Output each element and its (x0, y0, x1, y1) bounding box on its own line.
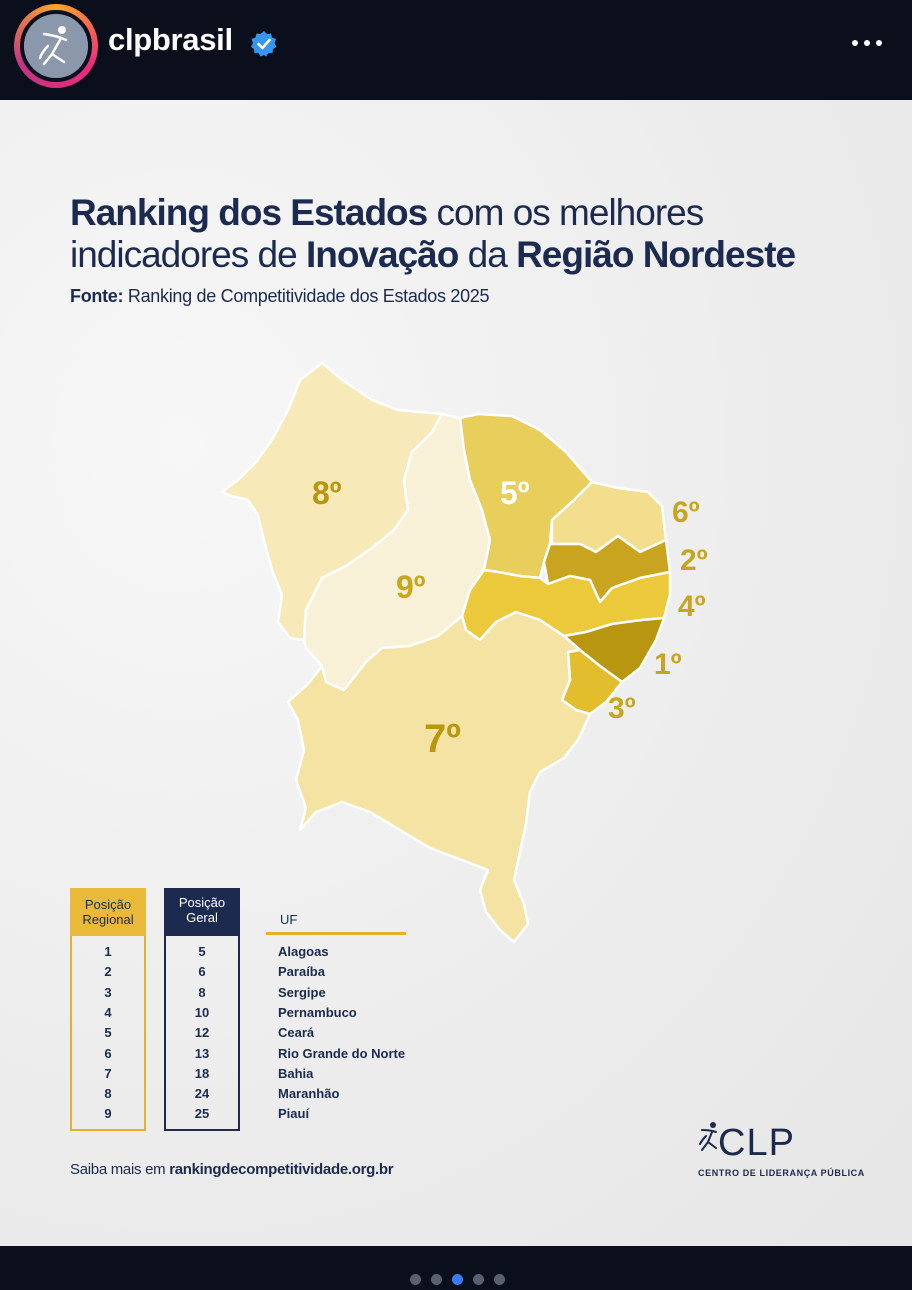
table-cell-geral: 12 (194, 1025, 210, 1041)
title-part: Região Nordeste (516, 234, 796, 275)
map-label-bahia: 7º (424, 717, 461, 761)
table-cell-uf: Pernambuco (278, 1004, 357, 1020)
post-header: clpbrasil (0, 0, 912, 100)
map-label-alagoas: 1º (654, 648, 682, 681)
map-label-ceara: 5º (500, 475, 530, 511)
page-title: Ranking dos Estados com os melhores indi… (70, 192, 870, 276)
footer-link-line: Saiba mais em rankingdecompetitividade.o… (70, 1161, 394, 1178)
source-text: Ranking de Competitividade dos Estados 2… (123, 286, 490, 306)
table-cell-regional: 1 (104, 944, 112, 959)
table-header-regional: Posição Regional (70, 888, 146, 936)
uf-header-underline (266, 932, 406, 935)
table-row: 9 25 Piauí (0, 1106, 912, 1126)
table-cell-uf: Sergipe (278, 984, 326, 1000)
table-cell-geral: 5 (198, 944, 206, 959)
verified-badge-icon (251, 31, 277, 57)
table-cell-regional: 7 (104, 1065, 112, 1081)
username[interactable]: clpbrasil (108, 22, 233, 57)
carousel-bar (0, 1246, 912, 1285)
source-line: Fonte: Ranking de Competitividade dos Es… (70, 286, 490, 307)
map-label-maranhao: 8º (312, 475, 342, 511)
clp-logo-text: CLP (718, 1122, 795, 1164)
footer-url[interactable]: rankingdecompetitividade.org.br (169, 1161, 394, 1178)
table-cell-uf: Ceará (278, 1025, 315, 1041)
table-row: 8 24 Maranhão (0, 1086, 912, 1106)
more-options-icon[interactable] (852, 30, 888, 54)
carousel-indicator (410, 1272, 515, 1290)
table-cell-uf: Bahia (278, 1065, 314, 1081)
clp-logo-icon (699, 1122, 717, 1151)
table-cell-regional: 2 (104, 964, 112, 980)
table-cell-uf: Rio Grande do Norte (278, 1045, 406, 1061)
table-cell-regional: 9 (104, 1106, 112, 1122)
table-header-geral: Posição Geral (164, 888, 240, 936)
footer-prefix: Saiba mais em (70, 1161, 170, 1178)
table-row: 7 18 Bahia (0, 1066, 912, 1086)
source-label: Fonte: (70, 286, 124, 306)
clp-logo-subtitle: CENTRO DE LIDERANÇA PÚBLICA (698, 1168, 865, 1178)
table-cell-geral: 18 (194, 1065, 210, 1081)
table-cell-uf: Maranhão (278, 1086, 340, 1102)
table-cell-geral: 24 (194, 1086, 210, 1102)
table-cell-geral: 8 (198, 984, 206, 1000)
clp-runner-logo-icon (24, 14, 88, 78)
table-row: 1 5 Alagoas (0, 944, 912, 964)
avatar[interactable] (20, 10, 92, 82)
map-label-paraiba: 2º (680, 544, 708, 577)
table-cell-regional: 8 (104, 1086, 112, 1102)
post-image: Ranking dos Estados com os melhores indi… (0, 100, 912, 1246)
table-cell-uf: Piauí (278, 1106, 310, 1122)
table-cell-geral: 6 (198, 964, 206, 980)
table-row: 4 10 Pernambuco (0, 1005, 912, 1025)
title-part: da (458, 234, 517, 275)
table-row: 6 13 Rio Grande do Norte (0, 1046, 912, 1066)
table-cell-geral: 25 (194, 1106, 210, 1122)
table-cell-uf: Alagoas (278, 944, 329, 959)
table-cell-geral: 13 (194, 1045, 210, 1061)
map-label-sergipe: 3º (608, 692, 636, 725)
map-label-pernambuco: 4º (678, 590, 706, 623)
table-cell-regional: 5 (104, 1025, 112, 1041)
table-cell-regional: 6 (104, 1045, 112, 1061)
map-label-piaui: 9º (396, 569, 426, 605)
title-part: com os melhores indicadores de (70, 192, 704, 275)
title-part: Ranking dos Estados (70, 192, 428, 233)
state-bahia (286, 610, 592, 944)
title-part: Inovação (305, 234, 459, 275)
table-row: 5 12 Ceará (0, 1025, 912, 1045)
map-label-rio-grande-do-norte: 6º (672, 496, 700, 529)
table-cell-regional: 4 (104, 1004, 112, 1020)
table-cell-geral: 10 (194, 1004, 210, 1020)
table-row: 2 6 Paraíba (0, 964, 912, 984)
table-cell-regional: 3 (104, 984, 112, 1000)
table-header-uf: UF (280, 912, 298, 927)
table-row: 3 8 Sergipe (0, 985, 912, 1005)
northeast-map: 8º 5º 9º 6º 2º 4º 1º 3º 7º (220, 361, 708, 944)
table-cell-uf: Paraíba (278, 964, 325, 980)
